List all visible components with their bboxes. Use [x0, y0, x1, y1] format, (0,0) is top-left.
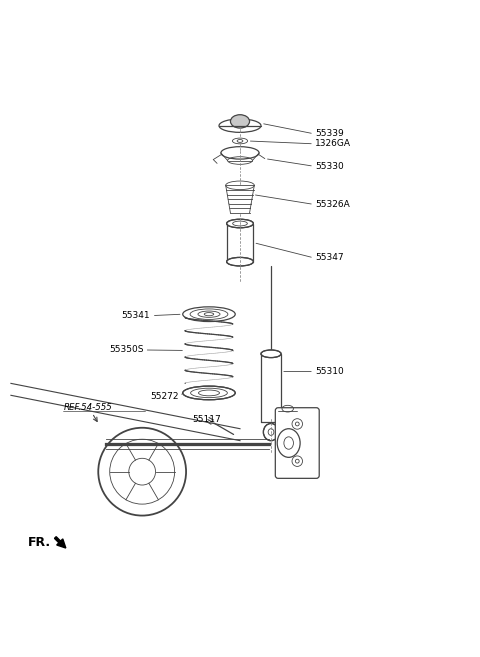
Text: 55330: 55330 — [315, 162, 344, 171]
Text: 55341: 55341 — [121, 311, 150, 320]
Text: 55339: 55339 — [315, 129, 344, 138]
Ellipse shape — [261, 350, 281, 357]
FancyArrow shape — [54, 537, 66, 548]
Ellipse shape — [230, 115, 250, 128]
Ellipse shape — [227, 219, 253, 228]
FancyBboxPatch shape — [276, 408, 319, 478]
Text: 55326A: 55326A — [315, 200, 350, 209]
Text: 55350S: 55350S — [109, 346, 144, 355]
Text: REF.54-555: REF.54-555 — [63, 403, 112, 412]
Ellipse shape — [183, 386, 235, 399]
Ellipse shape — [227, 258, 253, 266]
Text: 55117: 55117 — [192, 415, 221, 424]
Text: 1326GA: 1326GA — [315, 139, 351, 148]
Text: 55310: 55310 — [315, 367, 344, 376]
Text: 55272: 55272 — [150, 392, 179, 401]
Text: FR.: FR. — [28, 536, 51, 549]
Ellipse shape — [264, 424, 279, 441]
Text: 55347: 55347 — [315, 254, 344, 262]
